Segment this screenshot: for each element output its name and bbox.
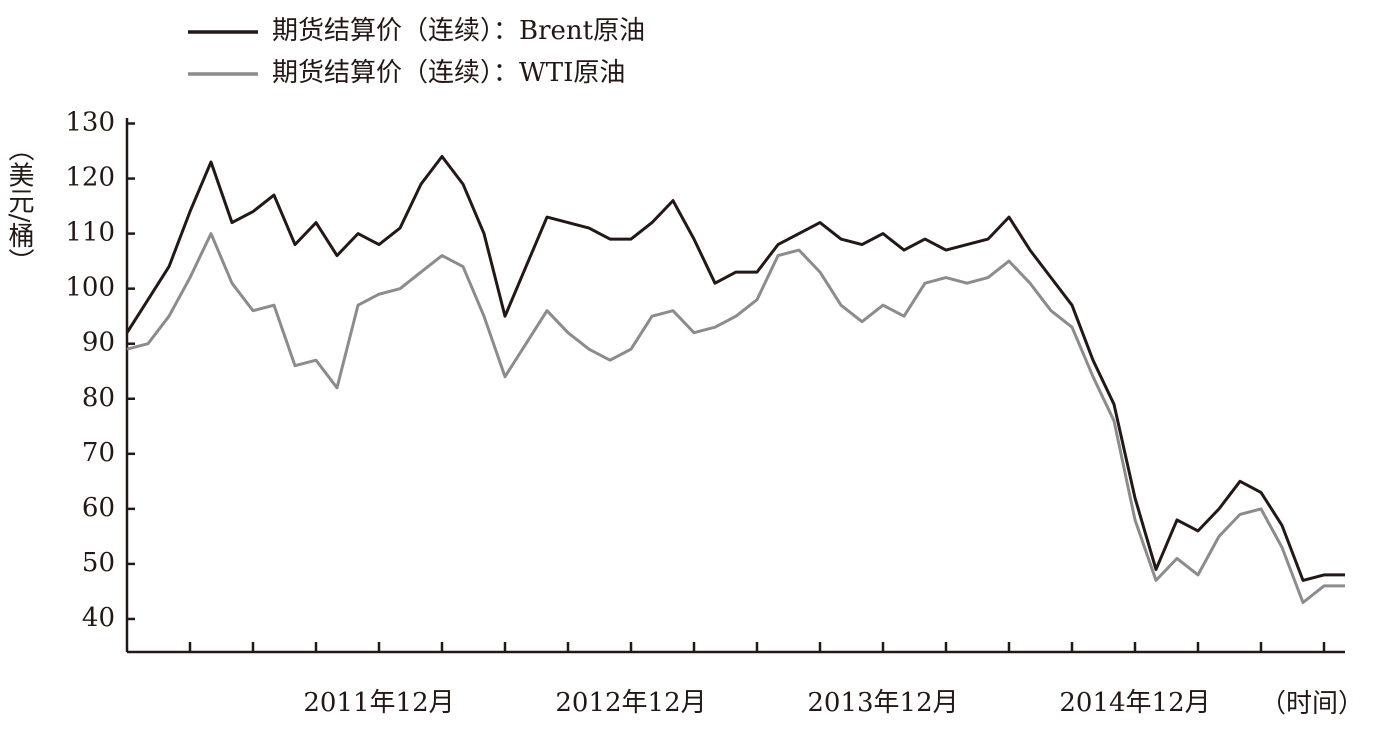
y-tick-label: 90 [82,328,115,358]
y-tick-label: 50 [82,548,115,578]
y-tick-label: 60 [82,493,115,523]
series-line [126,232,1345,604]
x-axis-label: （时间） [1260,689,1364,719]
y-tick-label: 40 [82,603,115,633]
x-tick-label: 2014年12月 [1059,688,1210,718]
y-tick-label: 70 [82,438,115,468]
x-tick-label: 2011年12月 [303,688,454,718]
y-axis-label: （美元/桶） [4,136,34,275]
series-line [125,155,1345,582]
x-tick-label: 2013年12月 [807,688,958,718]
y-tick-label: 120 [65,163,115,193]
y-tick-label: 80 [82,383,115,413]
y-tick-label: 100 [65,273,115,303]
legend-label: 期货结算价（连续）：Brent原油 [272,16,645,46]
legend-label: 期货结算价（连续）：WTI原油 [272,58,625,88]
y-tick-label: 110 [65,218,115,248]
x-tick-label: 2012年12月 [555,688,706,718]
y-tick-label: 130 [65,108,115,138]
